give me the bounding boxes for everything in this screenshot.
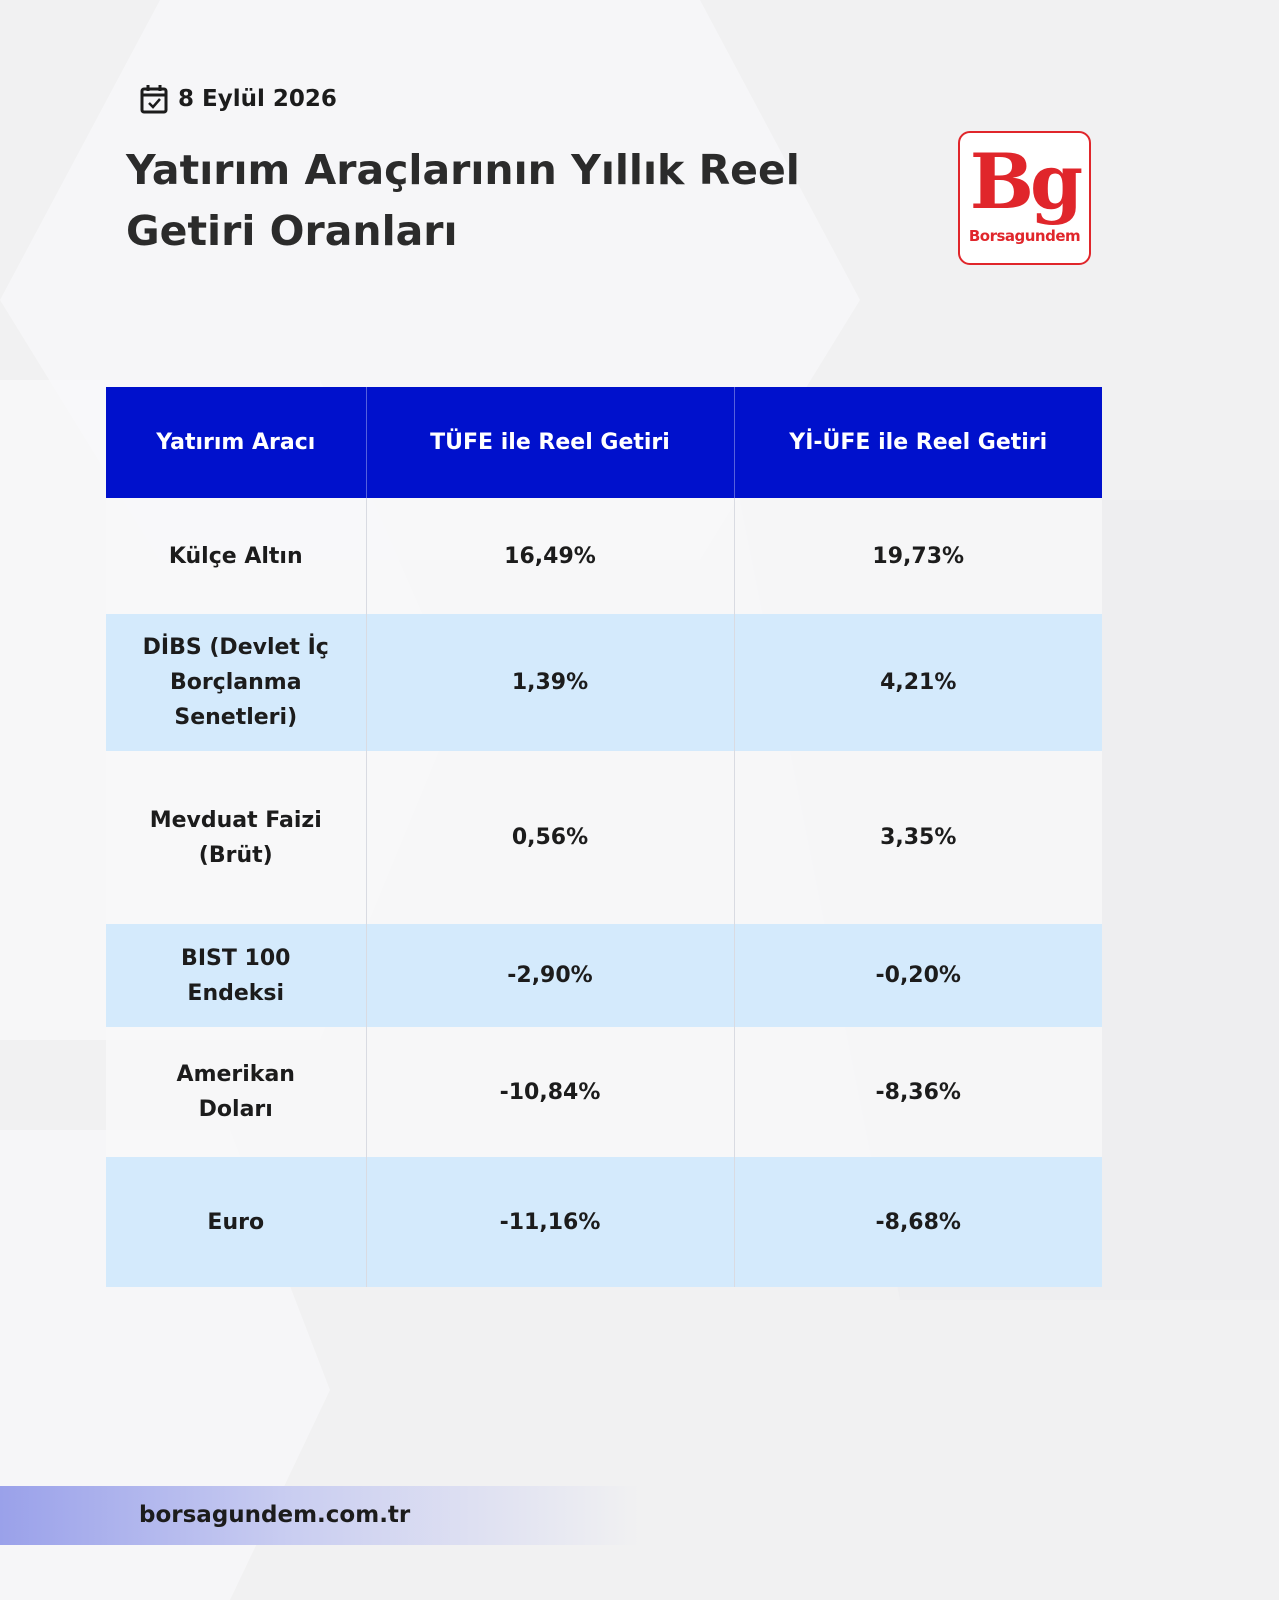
- date-text: 8 Eylül 2026: [178, 86, 337, 112]
- header-row: Yatırım Aracı TÜFE ile Reel Getiri Yİ-ÜFE …: [106, 387, 1102, 498]
- column-header: Yatırım Aracı: [106, 387, 366, 498]
- date: 8 Eylül 2026: [140, 84, 337, 114]
- return-cell: -2,90%: [365, 924, 734, 1027]
- logo-name: Borsagundem: [968, 227, 1081, 245]
- table-row: BIST 100 Endeksi -2,90% -0,20%: [106, 924, 1102, 1027]
- calendar-icon: [140, 85, 168, 114]
- return-cell: 3,35%: [733, 751, 1102, 924]
- return-cell: -0,20%: [733, 924, 1102, 1027]
- instrument-cell: Euro: [106, 1157, 366, 1287]
- column-header: TÜFE ile Reel Getiri: [365, 387, 734, 498]
- return-cell: -11,16%: [365, 1157, 734, 1287]
- logo-mark: Bg: [969, 137, 1083, 226]
- return-cell: -8,68%: [733, 1157, 1102, 1287]
- table-row: Mevduat Faizi (Brüt) 0,56% 3,35%: [106, 751, 1102, 924]
- logo: Bg Borsagundem: [958, 131, 1091, 265]
- instrument-cell: Külçe Altın: [106, 498, 366, 614]
- return-cell: 4,21%: [733, 614, 1102, 751]
- instrument-cell: Mevduat Faizi (Brüt): [106, 751, 366, 924]
- return-cell: -8,36%: [733, 1027, 1102, 1157]
- returns-table: Yatırım Aracı TÜFE ile Reel Getiri Yİ-ÜFE …: [106, 387, 1102, 1287]
- footer-url: borsagundem.com.tr: [139, 1502, 411, 1528]
- title: Yatırım Araçlarının Yıllık Reel Getiri O…: [126, 146, 800, 255]
- table-row: Euro -11,16% -8,68%: [106, 1157, 1102, 1287]
- return-cell: -10,84%: [365, 1027, 734, 1157]
- return-cell: 19,73%: [733, 498, 1102, 614]
- table-row: DİBS (Devlet İç Borçlanma Senetleri) 1,39…: [106, 614, 1102, 751]
- return-cell: 1,39%: [365, 614, 734, 751]
- instrument-cell: Amerikan Doları: [106, 1027, 366, 1157]
- footer: borsagundem.com.tr: [0, 1486, 640, 1545]
- instrument-cell: DİBS (Devlet İç Borçlanma Senetleri): [106, 614, 366, 751]
- table-row: Külçe Altın 16,49% 19,73%: [106, 498, 1102, 614]
- instrument-cell: BIST 100 Endeksi: [106, 924, 366, 1027]
- column-header: Yİ-ÜFE ile Reel Getiri: [733, 387, 1102, 498]
- return-cell: 16,49%: [365, 498, 734, 614]
- return-cell: 0,56%: [365, 751, 734, 924]
- table-row: Amerikan Doları -10,84% -8,36%: [106, 1027, 1102, 1157]
